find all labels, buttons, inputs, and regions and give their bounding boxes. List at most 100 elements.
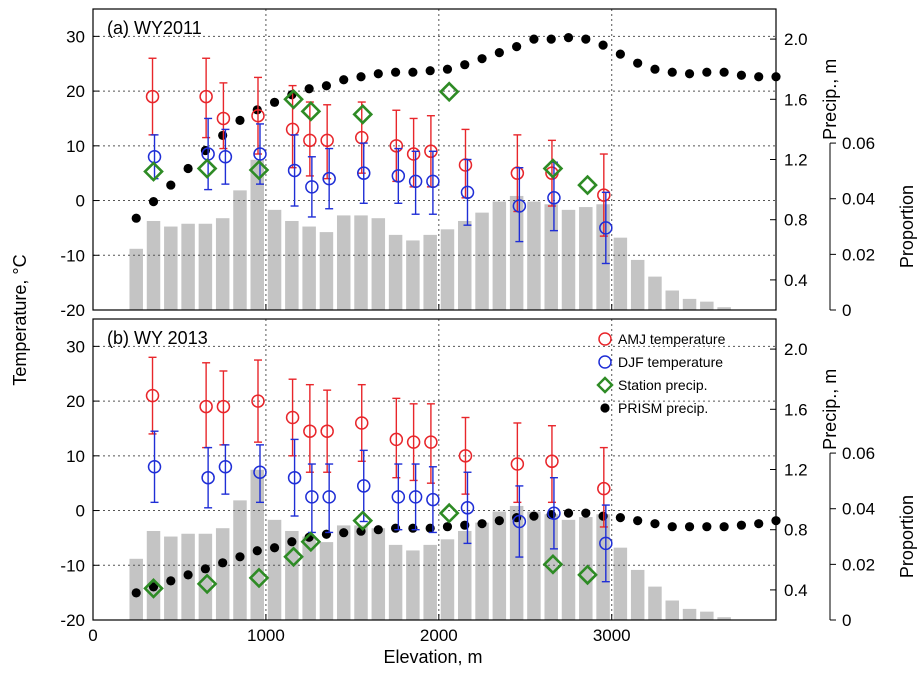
prism-precip-point bbox=[252, 546, 262, 556]
proportion-bar bbox=[319, 542, 334, 620]
proportion-bar bbox=[215, 528, 230, 620]
y-tick-label: 0 bbox=[76, 192, 85, 211]
station-precip-point bbox=[577, 564, 598, 586]
prism-precip-point bbox=[771, 72, 781, 82]
prism-precip-point bbox=[494, 516, 504, 526]
amj-temperature-point bbox=[458, 449, 473, 463]
y3-tick-label: 0.04 bbox=[842, 500, 875, 519]
prism-precip-point bbox=[183, 163, 193, 174]
y2-tick-label: 1.6 bbox=[784, 400, 808, 419]
station-precip-point bbox=[283, 88, 304, 110]
proportion-bar bbox=[682, 608, 697, 620]
prism-precip-point bbox=[754, 72, 764, 82]
proportion-bar bbox=[129, 248, 143, 310]
amj-temperature-point bbox=[406, 435, 421, 449]
prism-precip-point bbox=[339, 528, 349, 538]
y3-tick-label: 0.02 bbox=[842, 245, 875, 264]
prism-precip-point bbox=[494, 48, 504, 58]
amj-temperature-point bbox=[199, 89, 213, 104]
prism-precip-point bbox=[166, 576, 176, 586]
proportion-bar bbox=[440, 229, 455, 310]
station-precip-point bbox=[300, 101, 322, 122]
djf-temperature-point bbox=[218, 150, 233, 164]
station-precip-point bbox=[300, 531, 322, 553]
y3-tick-label: 0.06 bbox=[842, 444, 875, 463]
y-tick-label: 30 bbox=[66, 27, 85, 46]
proportion-bar bbox=[682, 298, 697, 310]
y2-tick-label: 2.0 bbox=[784, 340, 808, 359]
proportion-bar bbox=[630, 569, 645, 620]
proportion-bar bbox=[423, 544, 437, 620]
y2-tick-label: 1.2 bbox=[784, 151, 808, 170]
prism-precip-point bbox=[166, 180, 176, 190]
precip-axis-label: Precip., m bbox=[820, 59, 840, 140]
proportion-bar bbox=[164, 226, 178, 310]
amj-temperature-point bbox=[424, 435, 438, 449]
y3-tick-label: 0 bbox=[842, 301, 851, 320]
djf-temperature-point bbox=[322, 490, 336, 504]
prism-precip-point bbox=[563, 508, 574, 518]
djf-temperature-point bbox=[322, 171, 336, 186]
prism-precip-point bbox=[667, 67, 677, 77]
proportion-bar bbox=[423, 234, 437, 310]
y3-tick-label: 0.06 bbox=[842, 134, 875, 153]
y2-tick-label: 0.8 bbox=[784, 211, 808, 230]
prism-precip-point bbox=[702, 522, 712, 532]
station-precip-point bbox=[352, 104, 374, 125]
proportion-bar bbox=[700, 611, 714, 620]
proportion-bar bbox=[648, 276, 662, 310]
station-precip-point bbox=[196, 573, 218, 595]
proportion-bar bbox=[475, 522, 489, 620]
y-tick-label: 30 bbox=[66, 337, 85, 356]
y-tick-label: 20 bbox=[66, 82, 85, 101]
djf-temperature-point bbox=[305, 180, 319, 194]
prism-precip-point bbox=[304, 84, 314, 94]
station-precip-point bbox=[542, 158, 564, 179]
proportion-bar bbox=[336, 215, 351, 310]
prism-precip-point bbox=[684, 522, 695, 532]
amj-temperature-point bbox=[545, 454, 559, 469]
prism-precip-point bbox=[235, 552, 245, 562]
y2-tick-label: 0.8 bbox=[784, 521, 808, 540]
y-tick-label: -20 bbox=[60, 301, 85, 320]
station-precip-point bbox=[577, 174, 598, 196]
djf-temperature-point bbox=[218, 460, 233, 474]
station-precip-point bbox=[542, 553, 564, 575]
station-precip-point bbox=[248, 567, 270, 589]
proportion-bar bbox=[665, 290, 679, 310]
proportion-bar bbox=[250, 159, 265, 310]
prism-precip-point bbox=[356, 72, 366, 82]
y2-tick-label: 1.6 bbox=[784, 90, 808, 109]
x-tick-label: 0 bbox=[88, 626, 97, 645]
proportion-bar bbox=[475, 212, 489, 310]
prism-precip-point bbox=[408, 67, 418, 77]
djf-temperature-point bbox=[547, 506, 561, 521]
station-precip-point bbox=[143, 161, 164, 182]
djf-temperature-point bbox=[391, 490, 406, 504]
legend-label: PRISM precip. bbox=[618, 400, 708, 416]
djf-temperature-point bbox=[253, 465, 267, 479]
prism-precip-point bbox=[200, 564, 210, 574]
prism-precip-point bbox=[581, 508, 591, 518]
amj-temperature-point bbox=[251, 394, 265, 408]
proportion-bar bbox=[561, 519, 576, 620]
y2-tick-label: 1.2 bbox=[784, 461, 808, 480]
proportion-bar bbox=[406, 550, 420, 620]
amj-temperature-point bbox=[320, 133, 334, 148]
proportion-bar bbox=[440, 539, 455, 620]
prism-precip-point bbox=[754, 519, 764, 529]
panel-title: (a) WY2011 bbox=[107, 18, 202, 38]
station-precip-point bbox=[143, 578, 164, 599]
prism-precip-point bbox=[477, 54, 487, 64]
djf-temperature-point bbox=[547, 191, 561, 205]
x-tick-label: 3000 bbox=[593, 626, 631, 645]
legend-label: DJF temperature bbox=[618, 354, 723, 370]
prism-precip-point bbox=[148, 582, 159, 592]
djf-temperature-point bbox=[426, 174, 440, 189]
djf-temperature-point bbox=[599, 536, 613, 551]
prism-precip-point bbox=[269, 97, 280, 107]
y-tick-label: 0 bbox=[76, 502, 85, 521]
y-tick-label: 10 bbox=[66, 447, 85, 466]
